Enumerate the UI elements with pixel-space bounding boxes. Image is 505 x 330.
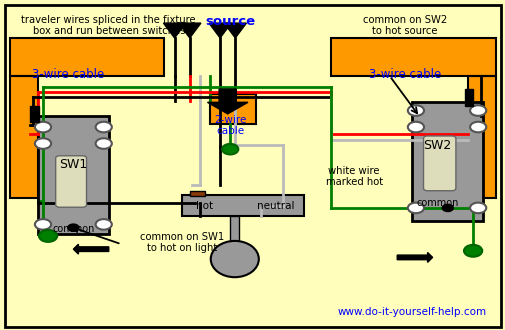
Circle shape [463,245,481,257]
Text: SW1: SW1 [59,158,87,172]
Bar [467,76,495,198]
Bar [230,216,239,243]
Circle shape [35,138,51,149]
Polygon shape [163,23,185,38]
Circle shape [407,105,423,116]
Circle shape [407,122,423,132]
Circle shape [222,144,238,154]
Polygon shape [73,244,109,254]
Polygon shape [224,23,246,38]
Text: white wire
marked hot: white wire marked hot [325,166,382,187]
Text: 3-wire cable: 3-wire cable [32,68,104,81]
Bar [189,191,205,196]
Text: common: common [416,198,458,208]
Polygon shape [209,23,231,38]
Bar [182,195,303,216]
Circle shape [35,122,51,132]
Bar [10,76,38,198]
Text: common: common [52,224,94,234]
Text: common on SW1
to hot on light: common on SW1 to hot on light [140,232,224,253]
Polygon shape [207,89,247,114]
Bar [10,38,164,76]
Circle shape [441,204,452,212]
Circle shape [39,230,57,242]
Text: neutral: neutral [257,201,294,211]
Circle shape [469,105,485,116]
FancyBboxPatch shape [56,156,86,207]
Polygon shape [396,252,432,262]
Circle shape [95,219,112,230]
Text: www.do-it-yourself-help.com: www.do-it-yourself-help.com [337,307,486,317]
Ellipse shape [211,241,258,277]
Circle shape [469,203,485,213]
Circle shape [95,138,112,149]
Circle shape [68,224,79,231]
Bar [30,106,39,122]
Text: 2-wire
cable: 2-wire cable [214,115,246,136]
Text: 3-wire cable: 3-wire cable [368,68,440,81]
Bar [331,38,495,76]
Text: source: source [205,15,255,28]
Bar [38,115,109,234]
Polygon shape [178,23,200,38]
Bar [464,89,472,106]
Bar [210,94,255,124]
Text: SW2: SW2 [423,139,451,152]
Circle shape [469,122,485,132]
Text: traveler wires spliced in the fixture
box and run between switches: traveler wires spliced in the fixture bo… [21,15,196,36]
Text: common on SW2
to hot source: common on SW2 to hot source [362,15,446,36]
Bar [412,102,482,221]
Circle shape [95,122,112,132]
FancyBboxPatch shape [423,136,455,191]
Circle shape [35,219,51,230]
Bar [10,38,164,76]
Bar [467,76,495,198]
Bar [10,76,38,198]
Bar [331,38,495,76]
Text: hot: hot [196,201,213,211]
Circle shape [407,203,423,213]
